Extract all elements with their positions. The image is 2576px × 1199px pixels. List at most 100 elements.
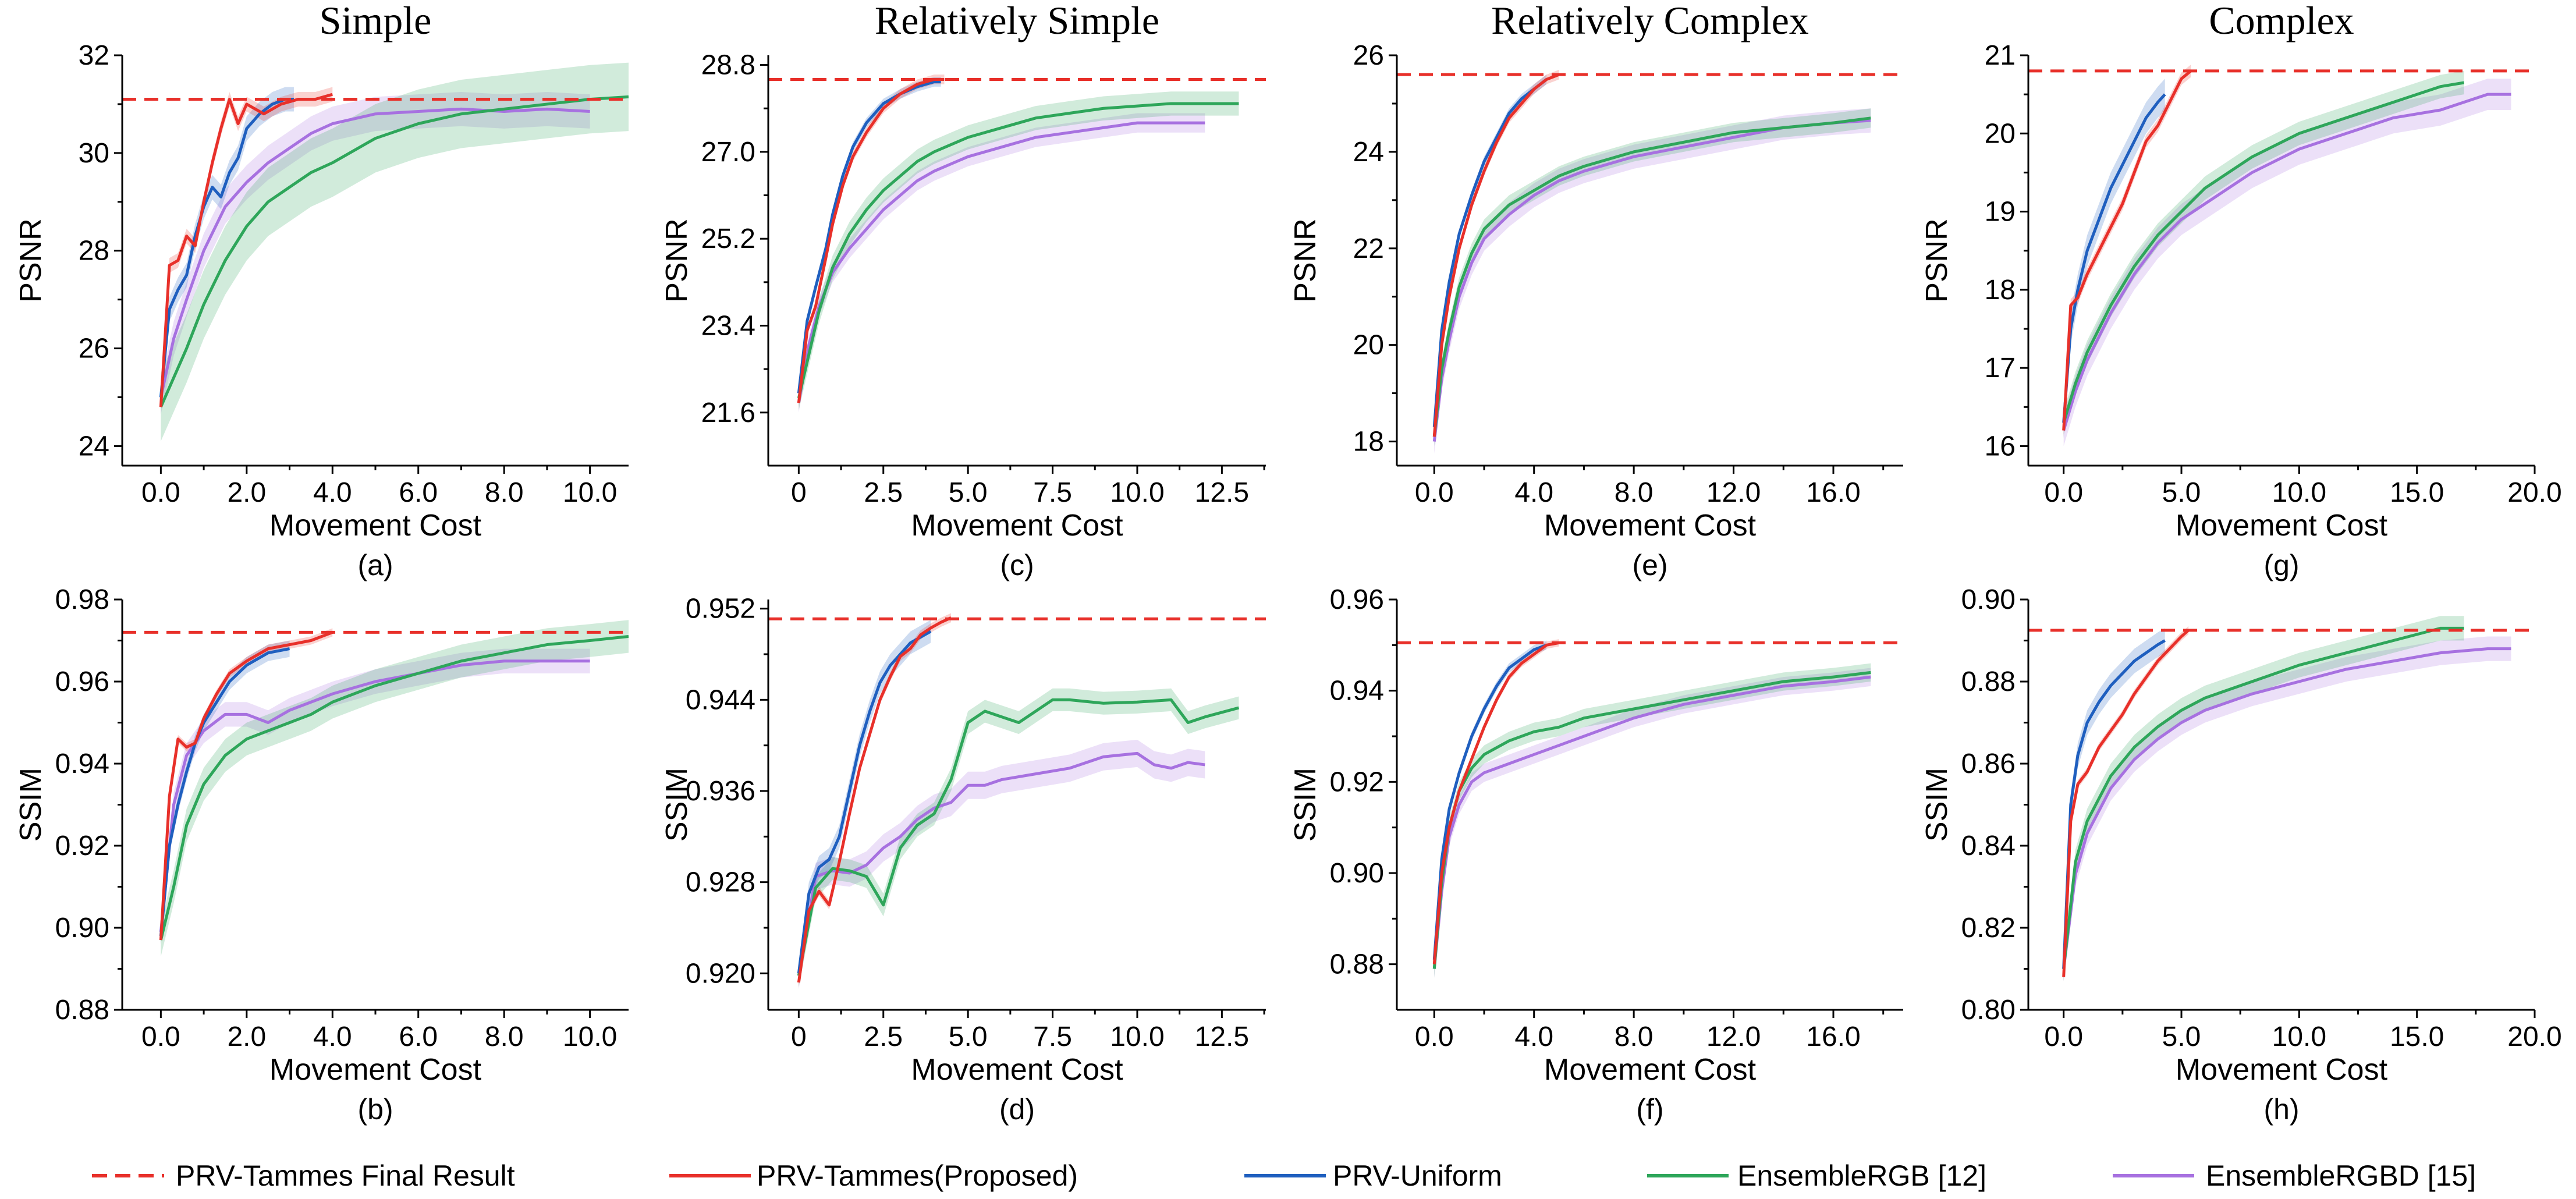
plot-area bbox=[122, 620, 629, 957]
y-tick-label: 24 bbox=[79, 431, 109, 462]
plot-area bbox=[2028, 616, 2535, 981]
x-tick-label: 15.0 bbox=[2390, 1021, 2444, 1052]
plot-area bbox=[1397, 639, 1903, 978]
y-tick-label: 0.952 bbox=[686, 594, 755, 625]
chart-panel-2: 18 20 22 24 26 0.0 4.0 8.0 12.0 16.0 Movement Cost… bbox=[1289, 0, 1903, 581]
x-tick-label: 7.5 bbox=[1033, 477, 1072, 508]
series-band bbox=[1434, 69, 1559, 442]
y-axis-title: PSNR bbox=[1289, 218, 1322, 302]
series-line bbox=[2062, 647, 2511, 969]
legend-label-prv-uniform: PRV-Uniform bbox=[1333, 1159, 1502, 1192]
series-band bbox=[1434, 75, 1547, 432]
plot-area bbox=[768, 613, 1266, 989]
y-tick-label: 21.6 bbox=[701, 398, 755, 428]
x-tick-label: 12.0 bbox=[1706, 477, 1761, 508]
x-tick-label: 0.0 bbox=[2044, 1021, 2083, 1052]
series-line bbox=[1432, 675, 1871, 969]
series-line bbox=[2062, 639, 2166, 969]
x-tick-label: 5.0 bbox=[949, 1021, 988, 1052]
series-line bbox=[1432, 78, 1548, 427]
panel-caption: (g) bbox=[2263, 549, 2299, 581]
y-tick-label: 0.90 bbox=[55, 913, 109, 943]
series-line bbox=[1432, 73, 1560, 437]
x-tick-label: 10.0 bbox=[2272, 477, 2326, 508]
series-line bbox=[797, 698, 1240, 976]
panel-caption: (h) bbox=[2263, 1093, 2299, 1126]
x-tick-label: 0.0 bbox=[141, 477, 180, 508]
x-tick-label: 6.0 bbox=[399, 1021, 438, 1052]
y-tick-label: 0.96 bbox=[55, 666, 109, 697]
x-tick-label: 8.0 bbox=[1615, 1021, 1654, 1052]
y-tick-label: 18 bbox=[1353, 427, 1384, 457]
series-line bbox=[2062, 93, 2166, 423]
plot-area bbox=[122, 62, 629, 442]
y-tick-label: 20 bbox=[1985, 118, 2016, 149]
x-axis-title: Movement Cost bbox=[1544, 509, 1757, 542]
y-tick-label: 20 bbox=[1353, 330, 1384, 361]
x-tick-label: 4.0 bbox=[1514, 477, 1553, 508]
y-tick-label: 32 bbox=[79, 40, 109, 71]
x-tick-label: 2.5 bbox=[864, 477, 903, 508]
y-tick-label: 0.88 bbox=[55, 995, 109, 1026]
y-axis-title: SSIM bbox=[1289, 768, 1322, 842]
y-tick-label: 0.82 bbox=[1961, 913, 2016, 943]
series-band bbox=[799, 620, 931, 985]
series-line bbox=[2062, 69, 2192, 431]
y-tick-label: 0.90 bbox=[1330, 858, 1384, 889]
x-tick-label: 20.0 bbox=[2507, 477, 2561, 508]
chart-panel-0: 24 26 28 30 32 0.0 2.0 4.0 6.0 8.0 10.0 Movement Co… bbox=[14, 0, 629, 581]
series-line bbox=[797, 77, 945, 403]
x-tick-label: 16.0 bbox=[1806, 1021, 1860, 1052]
panel-caption: (d) bbox=[999, 1093, 1035, 1126]
y-tick-label: 0.88 bbox=[1961, 666, 2016, 697]
chart-panel-1: 21.6 23.4 25.2 27.0 28.8 0 2.5 5.0 7.5 10.0 12.5 Mo… bbox=[660, 0, 1266, 581]
y-tick-label: 27.0 bbox=[701, 137, 755, 168]
y-tick-label: 19 bbox=[1985, 197, 2016, 228]
y-tick-label: 23.4 bbox=[701, 310, 755, 341]
y-tick-label: 17 bbox=[1985, 353, 2016, 384]
x-tick-label: 0 bbox=[791, 1021, 807, 1052]
series-line bbox=[159, 634, 629, 941]
x-axis-title: Movement Cost bbox=[2176, 1053, 2388, 1087]
column-title: Simple bbox=[320, 0, 432, 42]
series-line bbox=[159, 98, 294, 398]
x-axis-title: Movement Cost bbox=[269, 509, 482, 542]
series-line bbox=[1432, 643, 1548, 960]
legend-label-ensemble-rgbd: EnsembleRGBD [15] bbox=[2206, 1159, 2476, 1192]
x-tick-label: 16.0 bbox=[1806, 477, 1860, 508]
series-line bbox=[159, 95, 629, 408]
series-line bbox=[797, 121, 1205, 403]
y-tick-label: 0.84 bbox=[1961, 831, 2016, 861]
series-line bbox=[797, 80, 941, 393]
series-line bbox=[2062, 626, 2464, 969]
x-tick-label: 5.0 bbox=[2162, 1021, 2201, 1052]
x-axis-title: Movement Cost bbox=[911, 1053, 1123, 1087]
panel-caption: (b) bbox=[357, 1093, 393, 1126]
x-tick-label: 8.0 bbox=[485, 1021, 524, 1052]
x-axis-title: Movement Cost bbox=[2176, 509, 2388, 542]
chart-panel-6: 0.88 0.90 0.92 0.94 0.96 0.0 4.0 8.0 12.0 16.0 Mov… bbox=[1289, 584, 1903, 1126]
series-band bbox=[161, 628, 333, 945]
x-tick-label: 15.0 bbox=[2390, 477, 2444, 508]
x-axis-title: Movement Cost bbox=[1544, 1053, 1757, 1087]
x-tick-label: 2.0 bbox=[227, 477, 266, 508]
y-tick-label: 24 bbox=[1353, 137, 1384, 168]
x-tick-label: 0.0 bbox=[1415, 1021, 1454, 1052]
x-axis-title: Movement Cost bbox=[911, 509, 1123, 542]
y-tick-label: 16 bbox=[1985, 431, 2016, 462]
y-tick-label: 18 bbox=[1985, 275, 2016, 306]
y-axis-title: SSIM bbox=[1920, 768, 1954, 842]
y-tick-label: 28.8 bbox=[701, 50, 755, 81]
y-tick-label: 0.92 bbox=[55, 831, 109, 861]
y-axis-title: PSNR bbox=[1920, 218, 1954, 302]
y-axis-title: PSNR bbox=[14, 218, 48, 302]
x-tick-label: 10.0 bbox=[2272, 1021, 2326, 1052]
x-tick-label: 0 bbox=[791, 477, 807, 508]
plot-area bbox=[768, 75, 1266, 413]
series-band bbox=[1434, 108, 1871, 446]
y-tick-label: 0.920 bbox=[686, 958, 755, 989]
y-tick-label: 0.944 bbox=[686, 684, 755, 715]
legend-label-prv-tammes: PRV-Tammes(Proposed) bbox=[757, 1159, 1078, 1192]
x-tick-label: 2.0 bbox=[227, 1021, 266, 1052]
